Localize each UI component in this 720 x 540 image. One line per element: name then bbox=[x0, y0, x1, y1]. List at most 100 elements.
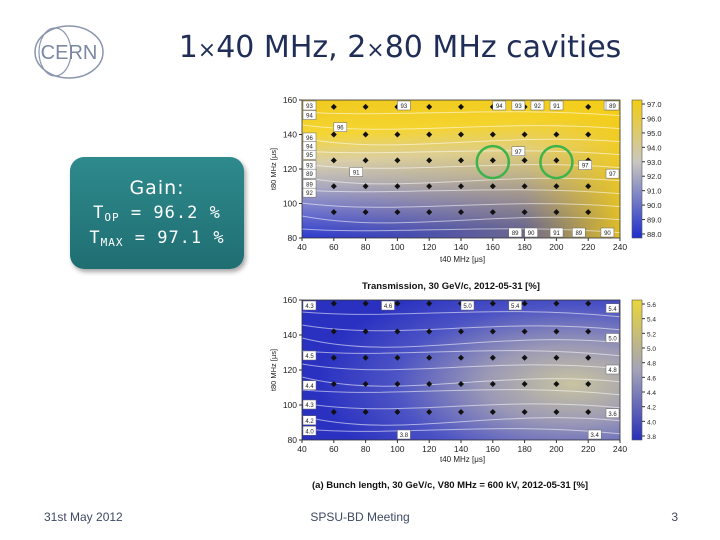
contour-value-label: 4.5 bbox=[305, 354, 314, 360]
contour-value-box bbox=[302, 380, 317, 390]
measurement-point bbox=[330, 328, 337, 335]
measurement-point bbox=[489, 354, 496, 361]
contour-value-label: 4.3 bbox=[305, 403, 314, 409]
x-tick-label: 100 bbox=[390, 242, 404, 252]
colorbar-tick-label: 94.0 bbox=[647, 143, 662, 152]
measurement-point bbox=[553, 381, 560, 387]
contour-value-label: 94 bbox=[306, 145, 313, 151]
colorbar-tick-label: 97.0 bbox=[647, 100, 662, 109]
colorbar-tick-label: 4.0 bbox=[647, 419, 656, 426]
contour-value-label: 91 bbox=[353, 170, 360, 176]
contour-value-box bbox=[302, 426, 317, 436]
contour-value-label: 3.6 bbox=[608, 412, 617, 418]
measurement-point bbox=[489, 300, 496, 307]
contour-value-label: 91 bbox=[553, 231, 560, 237]
contour-value-label: 90 bbox=[604, 231, 611, 237]
footer-page-number: 3 bbox=[671, 510, 678, 524]
y-tick-label: 100 bbox=[283, 400, 297, 410]
colorbar bbox=[631, 99, 643, 239]
footer-meeting: SPSU-BD Meeting bbox=[310, 510, 410, 524]
colorbar-tick-label: 4.6 bbox=[647, 375, 656, 382]
contour-value-box bbox=[302, 399, 317, 410]
measurement-point bbox=[394, 209, 401, 216]
measurement-point bbox=[362, 157, 369, 164]
measurement-point bbox=[426, 103, 433, 110]
contour-value-label: 90 bbox=[528, 231, 535, 237]
x-axis-label: t40 MHz [μs] bbox=[440, 255, 485, 264]
measurement-point bbox=[553, 183, 560, 190]
highlight-circle bbox=[539, 144, 574, 180]
x-tick-label: 160 bbox=[486, 444, 500, 454]
measurement-point bbox=[489, 209, 496, 216]
x-tick-label: 40 bbox=[297, 444, 307, 454]
cern-logo-text: CERN bbox=[41, 42, 98, 64]
contour-value-box bbox=[302, 187, 317, 198]
measurement-point bbox=[362, 103, 369, 110]
x-tick-label: 80 bbox=[361, 444, 371, 454]
contour-value-label: 97 bbox=[609, 172, 616, 178]
contour-line bbox=[301, 376, 621, 387]
colorbar-tick-label: 5.0 bbox=[647, 346, 656, 353]
measurement-point bbox=[426, 300, 433, 307]
colorbar-tick-label: 91.0 bbox=[647, 187, 662, 196]
measurement-point bbox=[521, 381, 528, 387]
colorbar-tick-label: 96.0 bbox=[647, 114, 662, 123]
contour-value-box bbox=[605, 168, 620, 179]
x-tick-label: 220 bbox=[581, 242, 595, 252]
contour-value-label: 96 bbox=[306, 136, 313, 142]
cern-logo: CERN bbox=[34, 25, 104, 79]
contour-value-box bbox=[460, 300, 475, 311]
measurement-point bbox=[458, 103, 464, 110]
contour-value-label: 4.6 bbox=[384, 304, 393, 310]
measurement-point bbox=[458, 409, 464, 415]
x-tick-label: 200 bbox=[549, 444, 563, 454]
measurement-point bbox=[330, 354, 337, 361]
colorbar-tick-label: 4.4 bbox=[647, 390, 656, 397]
x-tick-label: 220 bbox=[581, 444, 595, 454]
measurement-point bbox=[521, 354, 528, 361]
contour-value-box bbox=[511, 100, 526, 111]
bunch-length-heatmap-chart: 4.3 4.6 5.0 5.4 5.4 5.0 4.5 4.4 4.3 4.8 3.6 4.2 4.0 3… bbox=[269, 295, 656, 491]
gain-callout: Gain: TOP = 96.2 % TMAX = 97.1 % bbox=[70, 157, 244, 269]
x-tick-label: 240 bbox=[613, 444, 627, 454]
t-op-value: TOP = 96.2 % bbox=[93, 203, 221, 224]
contour-value-label: 5.4 bbox=[511, 304, 520, 310]
measurement-point bbox=[585, 409, 592, 415]
contour-value-box bbox=[492, 100, 507, 111]
contour-value-box bbox=[302, 350, 317, 361]
x-tick-label: 180 bbox=[518, 444, 532, 454]
contour-value-label: 95 bbox=[306, 153, 313, 159]
contour-value-box bbox=[302, 110, 317, 120]
colorbar-tick-label: 4.8 bbox=[647, 361, 656, 368]
x-tick-label: 100 bbox=[390, 444, 404, 454]
contour-value-box bbox=[549, 100, 564, 111]
measurement-point bbox=[394, 131, 401, 138]
contour-value-label: 89 bbox=[512, 231, 519, 237]
measurement-point bbox=[521, 131, 528, 138]
colorbar-tick-label: 3.8 bbox=[647, 434, 656, 441]
y-tick-label: 140 bbox=[283, 330, 297, 340]
measurement-point bbox=[521, 409, 528, 415]
contour-line bbox=[301, 350, 621, 357]
contour-line bbox=[301, 189, 621, 195]
contour-line bbox=[301, 215, 621, 224]
contour-value-box bbox=[511, 146, 526, 156]
measurement-point bbox=[585, 300, 592, 307]
t-max-value: TMAX = 97.1 % bbox=[89, 228, 225, 249]
measurement-point bbox=[585, 328, 592, 335]
contour-value-label: 89 bbox=[609, 104, 616, 110]
measurement-point bbox=[362, 131, 369, 138]
measurement-point bbox=[521, 183, 528, 190]
measurement-point bbox=[458, 157, 464, 164]
measurement-point bbox=[489, 328, 496, 335]
measurement-point bbox=[489, 131, 496, 138]
measurement-point bbox=[426, 183, 433, 190]
measurement-point bbox=[585, 381, 592, 387]
measurement-point bbox=[362, 300, 369, 307]
contour-value-label: 91 bbox=[553, 104, 560, 110]
contour-value-label: 4.8 bbox=[608, 368, 617, 374]
measurement-point bbox=[426, 381, 433, 387]
contour-value-box bbox=[302, 168, 317, 179]
colorbar-tick-label: 5.6 bbox=[647, 302, 656, 309]
measurement-point bbox=[553, 131, 560, 138]
